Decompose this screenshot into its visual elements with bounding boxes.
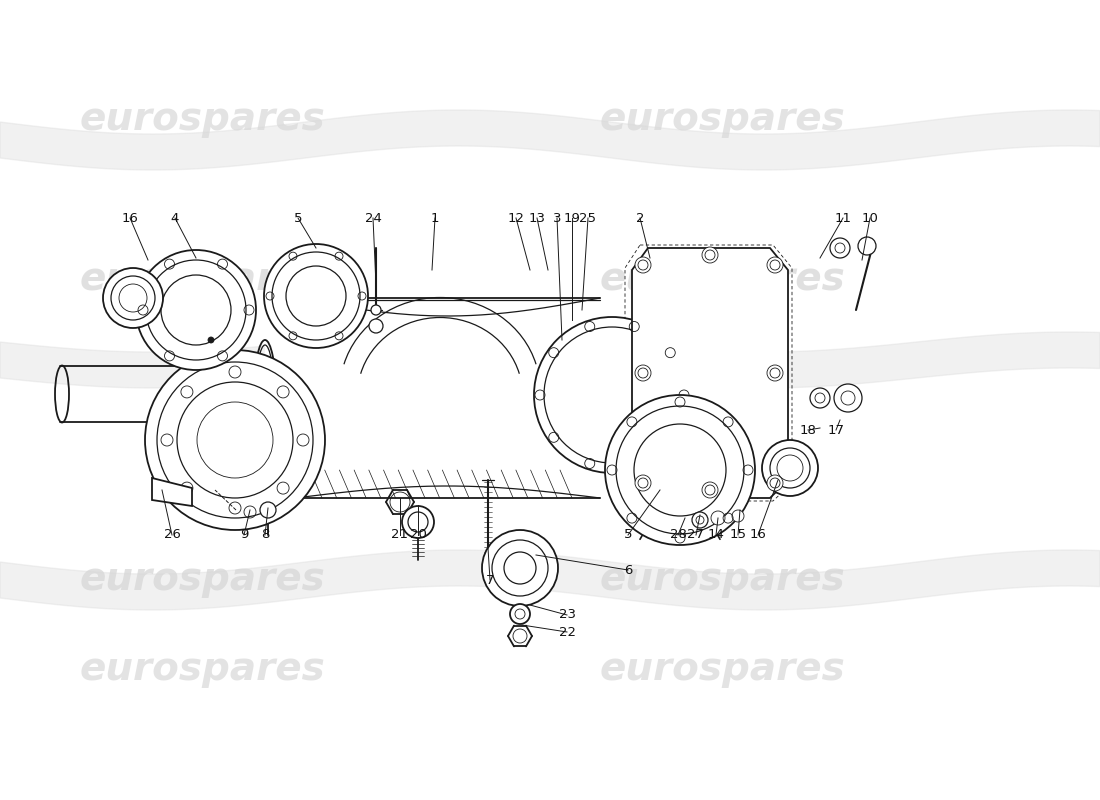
Text: 6: 6 [624, 563, 632, 577]
Circle shape [732, 510, 744, 522]
Text: 2: 2 [636, 211, 645, 225]
Circle shape [368, 319, 383, 333]
Circle shape [208, 337, 214, 343]
Text: 8: 8 [261, 529, 270, 542]
Circle shape [264, 244, 368, 348]
Circle shape [635, 257, 651, 273]
Text: eurospares: eurospares [80, 260, 326, 298]
Text: 20: 20 [409, 529, 427, 542]
Circle shape [402, 506, 434, 538]
Text: 16: 16 [122, 211, 139, 225]
Text: 14: 14 [707, 529, 725, 542]
Circle shape [711, 511, 725, 525]
Circle shape [371, 305, 381, 315]
Text: eurospares: eurospares [600, 650, 846, 688]
Circle shape [767, 257, 783, 273]
Circle shape [260, 502, 276, 518]
Circle shape [635, 365, 651, 381]
Text: 25: 25 [580, 211, 596, 225]
Circle shape [767, 365, 783, 381]
Text: 1: 1 [431, 211, 439, 225]
Circle shape [482, 530, 558, 606]
Circle shape [830, 238, 850, 258]
Polygon shape [152, 478, 192, 506]
Text: 18: 18 [800, 423, 816, 437]
Text: eurospares: eurospares [600, 560, 846, 598]
Text: eurospares: eurospares [600, 260, 846, 298]
Text: 28: 28 [670, 529, 686, 542]
Circle shape [145, 350, 324, 530]
Text: 13: 13 [528, 211, 546, 225]
Text: eurospares: eurospares [80, 650, 326, 688]
Circle shape [858, 237, 876, 255]
Text: 27: 27 [688, 529, 704, 542]
Circle shape [702, 247, 718, 263]
Circle shape [762, 440, 818, 496]
Text: eurospares: eurospares [600, 100, 846, 138]
Text: 5: 5 [624, 529, 632, 542]
Circle shape [834, 384, 862, 412]
Text: 17: 17 [827, 423, 845, 437]
Text: 16: 16 [749, 529, 767, 542]
Text: 11: 11 [835, 211, 851, 225]
Text: 3: 3 [552, 211, 561, 225]
Circle shape [767, 475, 783, 491]
Text: 4: 4 [170, 211, 179, 225]
Text: 15: 15 [729, 529, 747, 542]
Text: 12: 12 [507, 211, 525, 225]
Circle shape [136, 250, 256, 370]
Text: 10: 10 [861, 211, 879, 225]
Text: eurospares: eurospares [80, 100, 326, 138]
Text: 5: 5 [294, 211, 302, 225]
Text: 7: 7 [486, 574, 494, 586]
Text: 23: 23 [559, 609, 575, 622]
Circle shape [692, 512, 708, 528]
Circle shape [534, 317, 690, 473]
Circle shape [605, 395, 755, 545]
Text: 22: 22 [559, 626, 575, 638]
Text: 24: 24 [364, 211, 382, 225]
Text: 21: 21 [392, 529, 408, 542]
Text: 9: 9 [240, 529, 249, 542]
Circle shape [702, 482, 718, 498]
Polygon shape [632, 248, 788, 498]
Circle shape [810, 388, 830, 408]
Text: eurospares: eurospares [80, 560, 326, 598]
Text: 19: 19 [563, 211, 581, 225]
Text: 26: 26 [164, 529, 180, 542]
Circle shape [510, 604, 530, 624]
Circle shape [635, 475, 651, 491]
Circle shape [103, 268, 163, 328]
Polygon shape [265, 298, 630, 495]
